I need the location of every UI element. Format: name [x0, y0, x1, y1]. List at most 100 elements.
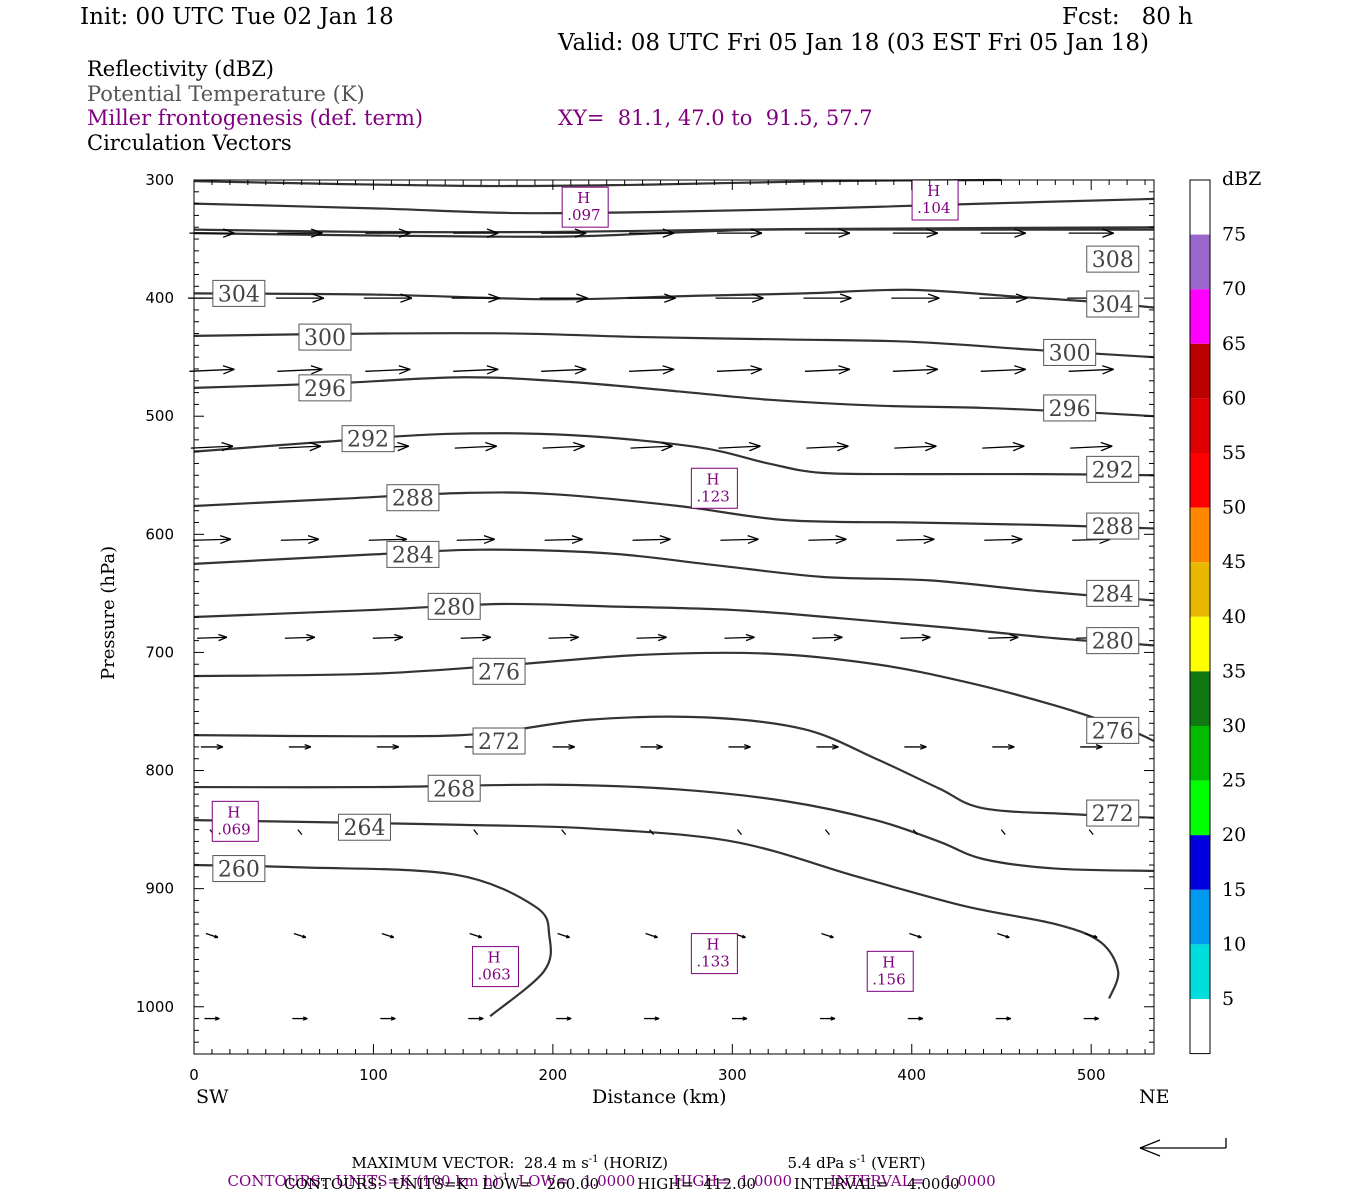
high-value: .123 — [696, 487, 729, 505]
x-tick-label: 100 — [359, 1066, 388, 1084]
high-box — [211, 800, 259, 842]
vector-arrow — [189, 228, 235, 238]
vector-arrow — [900, 633, 931, 642]
vector-arrow — [640, 744, 663, 750]
high-letter: H — [706, 470, 719, 488]
frontogenesis-high: H.097 — [561, 186, 609, 228]
vector-arrow — [904, 744, 927, 750]
x-end-left-label: SW — [196, 1086, 229, 1108]
vector-arrow — [544, 534, 583, 545]
y-tick-label: 700 — [145, 643, 174, 661]
theta-label-text: 284 — [392, 543, 434, 568]
colorbar-level: 70 — [1222, 278, 1246, 300]
vector-arrow — [731, 1016, 748, 1021]
theta-label-284: 284 — [386, 540, 440, 568]
theta-label-text: 296 — [1049, 397, 1091, 422]
vector-arrow — [909, 932, 922, 939]
vector-arrow — [363, 293, 413, 303]
theta-contour-upper-14 — [193, 197, 1155, 215]
y-tick-label: 1000 — [136, 998, 174, 1016]
vector-arrow — [561, 829, 567, 836]
theta-label-280: 280 — [1086, 627, 1140, 655]
vector-arrow — [1083, 1016, 1099, 1021]
vector-arrow — [630, 441, 673, 452]
theta-label-box — [386, 484, 440, 512]
vector-arrow — [365, 228, 411, 238]
vector-arrow — [468, 1016, 484, 1021]
field-frontogenesis: Miller frontogenesis (def. term) — [87, 106, 424, 130]
init-time: Init: 00 UTC Tue 02 Jan 18 — [80, 4, 394, 30]
theta-label-box — [1086, 627, 1140, 655]
theta-label-box — [427, 592, 481, 620]
field-reflectivity: Reflectivity (dBZ) — [87, 57, 275, 81]
vector-arrow — [539, 293, 588, 303]
theta-label-text: 292 — [1092, 458, 1134, 483]
colorbar-swatch — [1190, 507, 1210, 563]
colorbar-level: 15 — [1222, 879, 1246, 901]
vector-arrow — [460, 633, 491, 642]
vector-arrow — [453, 228, 499, 238]
vector-arrow — [891, 293, 940, 303]
theta-label-box — [1086, 579, 1140, 607]
forecast-hour: Fcst: 80 h — [1062, 4, 1193, 30]
high-box — [690, 933, 738, 975]
vector-arrow — [205, 932, 219, 939]
vector-arrow — [803, 293, 852, 303]
colorbar-level: 65 — [1222, 333, 1246, 355]
colorbar-level: 60 — [1222, 387, 1246, 409]
colorbar-level: 10 — [1222, 933, 1246, 955]
colorbar-swatch — [1190, 453, 1210, 508]
theta-label-text: 284 — [1092, 582, 1134, 607]
x-end-right-label: NE — [1139, 1086, 1170, 1108]
x-tick-label: 0 — [189, 1066, 199, 1084]
vector-arrow — [542, 441, 585, 452]
colorbar-swatch — [1190, 398, 1210, 453]
vector-arrow — [451, 293, 500, 303]
colorbar-swatch — [1190, 289, 1210, 344]
theta-contours — [193, 178, 1155, 1018]
vector-arrow — [892, 365, 939, 375]
theta-label-text: 272 — [1092, 802, 1134, 827]
vector-arrow — [548, 633, 579, 642]
valid-time: Valid: 08 UTC Fri 05 Jan 18 (03 EST Fri … — [558, 30, 1149, 56]
high-letter: H — [487, 949, 500, 967]
theta-label-text: 292 — [347, 428, 389, 453]
cross-section-endpoints: XY= 81.1, 47.0 to 91.5, 57.7 — [558, 106, 873, 130]
vector-arrow — [288, 744, 312, 750]
vector-arrow — [812, 633, 843, 642]
colorbar-swatch — [1190, 999, 1210, 1054]
theta-contour-264 — [193, 819, 1120, 999]
vector-arrow — [365, 365, 411, 375]
vector-arrow — [275, 293, 325, 303]
theta-label-text: 304 — [1092, 293, 1134, 318]
vector-arrow — [821, 932, 834, 939]
high-value: .156 — [872, 970, 905, 988]
theta-label-288: 288 — [1086, 512, 1140, 540]
colorbar-level: 30 — [1222, 715, 1246, 737]
vector-arrow — [896, 534, 935, 545]
vector-arrow — [277, 228, 323, 238]
vector-arrow — [894, 441, 937, 452]
vector-arrow — [1000, 829, 1006, 836]
vector-arrow — [556, 1016, 572, 1021]
theta-label-304: 304 — [1086, 290, 1140, 318]
theta-label-292: 292 — [1086, 455, 1140, 483]
vector-arrow — [469, 932, 483, 939]
high-box — [471, 946, 519, 988]
vector-arrow — [1068, 228, 1114, 238]
x-tick-label: 200 — [539, 1066, 568, 1084]
theta-label-box — [427, 774, 481, 802]
vector-arrow — [716, 365, 763, 375]
colorbar-swatch — [1190, 726, 1210, 781]
theta-label-text: 276 — [1092, 719, 1134, 744]
vector-arrow — [980, 365, 1027, 375]
vector-arrow — [819, 1016, 836, 1021]
vector-arrow — [1084, 932, 1098, 939]
colorbar-level: 55 — [1222, 442, 1246, 464]
theta-contour-296 — [193, 376, 1155, 418]
x-tick-label: 400 — [897, 1066, 926, 1084]
high-letter: H — [227, 803, 240, 821]
colorbar-level: 25 — [1222, 770, 1246, 792]
high-box — [690, 467, 738, 509]
vector-arrow — [1088, 829, 1094, 836]
